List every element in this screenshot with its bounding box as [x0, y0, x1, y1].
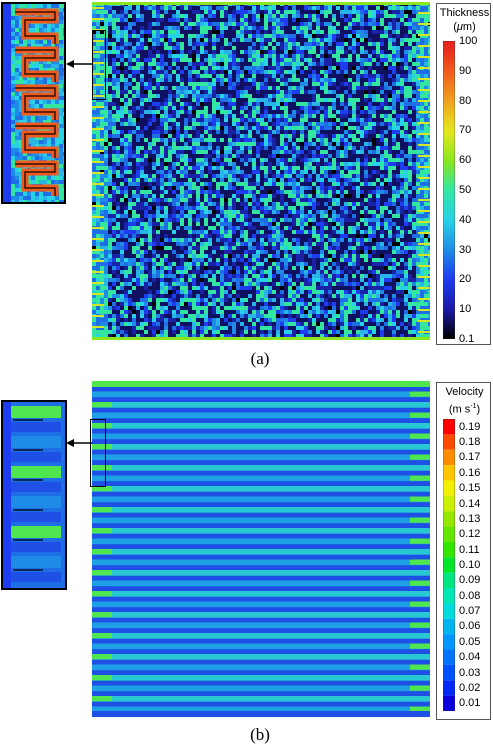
velocity-legend-unit: (m s-1) [448, 403, 481, 416]
velocity-tick-label: 0.06 [459, 620, 481, 633]
velocity-tick-label: 0.04 [459, 651, 481, 664]
thickness-zoom-region [92, 30, 106, 100]
inset-b-arrow [66, 439, 95, 447]
velocity-inset-image [3, 402, 65, 588]
thickness-tick-label: 0.1 [459, 333, 475, 345]
thickness-map [92, 2, 432, 344]
velocity-tick-label: 0.08 [459, 589, 481, 602]
velocity-tick-label: 0.10 [459, 559, 481, 571]
velocity-colorbar: Velocity (m s-1) 0.19 0.18 0.17 0.16 0.15 0.1… [436, 382, 491, 720]
thickness-inset-zoom [1, 2, 66, 204]
thickness-tick-label: 60 [459, 154, 472, 167]
velocity-tick-label: 0.15 [459, 482, 481, 495]
panel-a-caption: (a) [250, 349, 270, 368]
velocity-tick-label: 0.05 [459, 635, 481, 648]
thickness-tick-label: 90 [459, 64, 472, 77]
velocity-tick-label: 0.16 [459, 466, 481, 479]
thickness-colorbar: Thickness (μm) 100 90 80 70 60 50 40 30 20 10 0.1 [436, 3, 491, 345]
thickness-tick-label: 30 [459, 243, 472, 256]
velocity-tick-label: 0.19 [459, 420, 481, 433]
velocity-tick-label: 0.18 [459, 436, 481, 449]
thickness-tick-label: 40 [459, 213, 472, 226]
thickness-tick-label: 100 [459, 35, 478, 47]
velocity-inset-zoom [1, 400, 67, 590]
velocity-map [92, 381, 430, 717]
thickness-colorbar-gradient [443, 41, 455, 339]
thickness-map-image [92, 2, 432, 344]
velocity-map-image [92, 381, 430, 717]
velocity-tick-label: 0.11 [459, 543, 480, 556]
inset-a-arrow [66, 60, 95, 68]
thickness-tick-label: 50 [459, 184, 472, 196]
velocity-legend-title: Velocity [445, 386, 484, 398]
velocity-tick-label: 0.12 [459, 528, 481, 541]
thickness-tick-label: 80 [459, 94, 472, 107]
velocity-tick-label: 0.09 [459, 574, 481, 587]
panel-b-caption: (b) [250, 725, 270, 744]
velocity-tick-label: 0.14 [459, 497, 481, 510]
thickness-legend-unit: (μm) [453, 21, 476, 33]
velocity-tick-label: 0.07 [459, 605, 481, 618]
thickness-tick-label: 70 [459, 124, 472, 137]
velocity-tick-label: 0.03 [459, 666, 481, 679]
thickness-tick-label: 10 [459, 303, 472, 316]
thickness-tick-label: 20 [459, 273, 472, 286]
velocity-tick-label: 0.02 [459, 681, 481, 694]
velocity-tick-label: 0.17 [459, 451, 481, 464]
velocity-tick-label: 0.13 [459, 512, 481, 525]
velocity-colorbar-steps [443, 419, 455, 711]
thickness-inset-image [3, 4, 64, 202]
velocity-zoom-region [90, 419, 106, 487]
thickness-legend-title: Thickness [439, 7, 490, 19]
velocity-tick-label: 0.01 [459, 697, 481, 710]
